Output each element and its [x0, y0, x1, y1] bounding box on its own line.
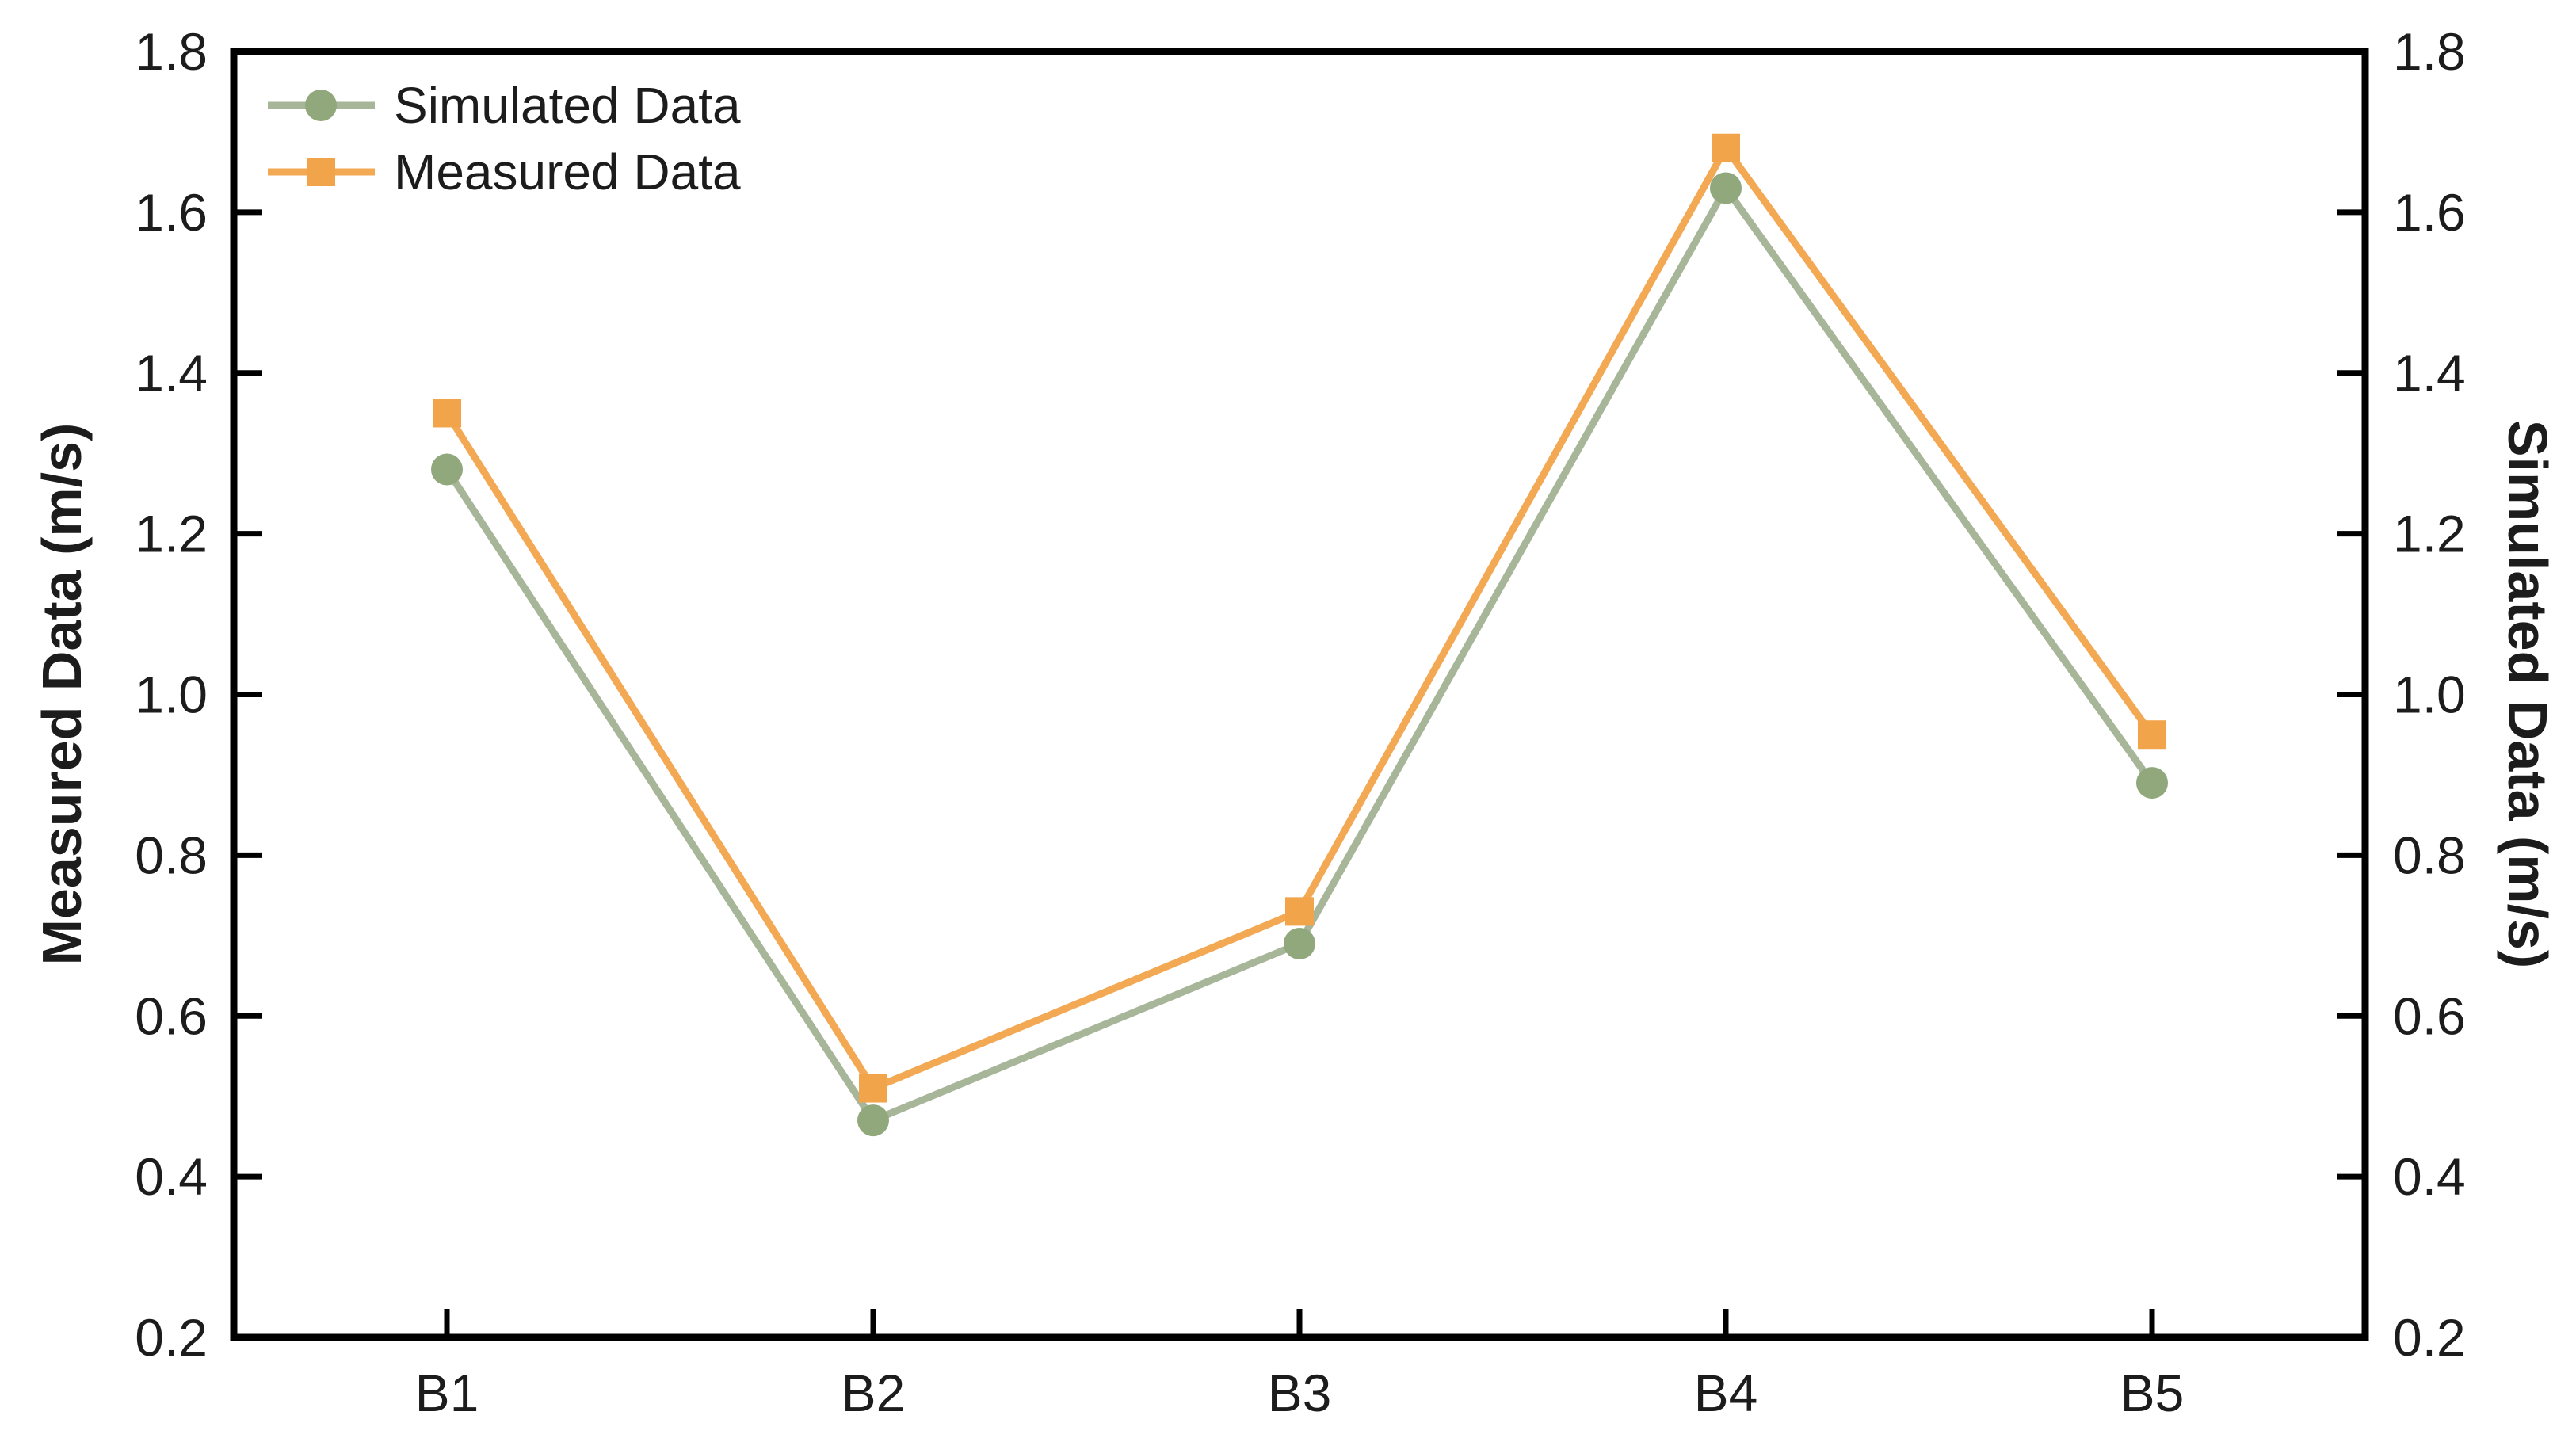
y-tick-label-left: 0.6: [135, 986, 208, 1045]
y-tick-label-left: 1.0: [135, 666, 208, 724]
y-tick-label-right: 1.8: [2393, 22, 2466, 81]
y-tick-label-right: 0.8: [2393, 826, 2466, 884]
y-tick-label-left: 1.2: [135, 505, 208, 563]
x-tick-label: B2: [841, 1364, 906, 1422]
plot-generated: 0.2 0.2 0.4 0.4 0.6 0.6 0.8 0.8 1.0 1.0 1.2 1.2 1.4 1…: [135, 22, 2466, 1422]
data-point-square-marker: [2138, 720, 2166, 750]
right-axis-title: Simulated Data (m/s): [2497, 420, 2559, 968]
x-tick-label: B4: [1694, 1364, 1758, 1422]
y-tick-label-left: 0.2: [135, 1308, 208, 1367]
data-point-circle-marker: [2136, 767, 2168, 799]
legend-circle-marker-icon: [305, 90, 337, 121]
data-point-square-marker: [1285, 897, 1314, 926]
data-point-circle-marker: [857, 1104, 889, 1137]
plot-frame: [230, 48, 2369, 1341]
y-tick-label-right: 1.2: [2393, 505, 2466, 563]
legend-item-measured: Measured Data: [268, 143, 741, 200]
y-tick-label-left: 1.8: [135, 22, 208, 81]
legend-square-marker-icon: [307, 158, 335, 186]
y-tick-label-right: 1.6: [2393, 183, 2466, 242]
left-axis-title: Measured Data (m/s): [31, 423, 93, 966]
legend: Simulated Data Measured Data: [268, 77, 741, 200]
y-tick-label-right: 0.4: [2393, 1147, 2466, 1206]
y-tick-label-right: 0.2: [2393, 1308, 2466, 1367]
legend-item-simulated: Simulated Data: [268, 77, 741, 134]
data-point-square-marker: [433, 399, 461, 428]
data-point-circle-marker: [1710, 172, 1742, 204]
x-tick-label: B1: [415, 1364, 479, 1422]
y-tick-label-right: 1.4: [2393, 344, 2466, 402]
y-tick-label-left: 0.4: [135, 1147, 208, 1206]
data-point-square-marker: [859, 1074, 887, 1103]
data-point-circle-marker: [1284, 927, 1315, 959]
legend-label-measured: Measured Data: [394, 143, 741, 200]
y-tick-label-left: 1.4: [135, 344, 208, 402]
x-tick-label: B5: [2120, 1364, 2185, 1422]
y-tick-label-right: 0.6: [2393, 986, 2466, 1045]
x-tick-label: B3: [1268, 1364, 1332, 1422]
series-line-circle: [444, 184, 2155, 1124]
legend-label-simulated: Simulated Data: [394, 77, 741, 134]
data-point-square-marker: [1712, 133, 1740, 162]
y-tick-label-left: 1.6: [135, 183, 208, 242]
data-point-circle-marker: [431, 453, 463, 486]
y-tick-label-right: 1.0: [2393, 666, 2466, 724]
y-tick-label-left: 0.8: [135, 826, 208, 884]
